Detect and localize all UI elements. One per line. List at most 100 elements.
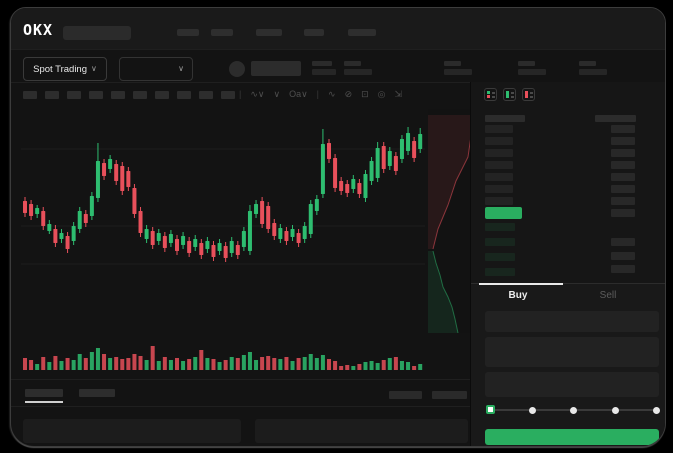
candlestick-chart[interactable] xyxy=(21,109,425,333)
tab-sell[interactable]: Sell xyxy=(599,290,617,301)
ask-row-placeholder[interactable] xyxy=(485,125,513,133)
icon-line xyxy=(530,96,533,98)
stat-value-placeholder xyxy=(344,69,372,75)
pair-dropdown[interactable]: ∨ xyxy=(119,57,193,81)
orders-filter-placeholder[interactable] xyxy=(389,391,422,399)
icon-mark xyxy=(525,91,528,98)
divider: | xyxy=(239,89,242,99)
orders-tab-placeholder[interactable] xyxy=(25,389,63,397)
bid-size-placeholder xyxy=(611,238,635,246)
market-type-label: Spot Trading xyxy=(33,63,87,75)
candle-style-icon[interactable]: ∿∨ xyxy=(250,88,265,99)
nav-item-placeholder[interactable] xyxy=(177,29,199,36)
ask-row-placeholder[interactable] xyxy=(485,149,513,157)
bid-row-placeholder[interactable] xyxy=(485,238,515,246)
slider-stop[interactable] xyxy=(570,407,577,414)
stat-value-placeholder xyxy=(579,69,607,75)
timeframe-button-placeholder[interactable] xyxy=(133,91,147,99)
order-price-input[interactable] xyxy=(485,311,659,332)
settings-icon[interactable]: ◎ xyxy=(377,88,386,99)
marketbar-divider xyxy=(11,82,665,83)
orderbook-header-placeholder xyxy=(595,115,636,122)
bid-row-placeholder[interactable] xyxy=(485,253,515,261)
icon-mark xyxy=(506,91,509,98)
bottom-divider xyxy=(11,406,470,407)
indicator-wave-icon[interactable]: ∿ xyxy=(328,88,336,99)
ask-size-placeholder xyxy=(611,197,635,205)
stat-value-placeholder xyxy=(518,69,546,75)
nav-item-placeholder[interactable] xyxy=(256,29,282,36)
orderbook-header-placeholder xyxy=(485,115,525,122)
panel-divider xyxy=(470,82,471,446)
overlay-dropdown-icon[interactable]: Oa∨ xyxy=(289,88,308,99)
ask-row-placeholder[interactable] xyxy=(485,137,513,145)
fullscreen-icon[interactable]: ⇲ xyxy=(394,88,403,99)
timeframe-button-placeholder[interactable] xyxy=(45,91,59,99)
ask-row-placeholder[interactable] xyxy=(485,173,513,181)
timeframe-button-placeholder[interactable] xyxy=(67,91,81,99)
ask-row-placeholder[interactable] xyxy=(485,197,513,205)
timeframe-button-placeholder[interactable] xyxy=(221,91,235,99)
bid-row-placeholder[interactable] xyxy=(485,223,515,231)
stat-label-placeholder xyxy=(518,61,535,66)
ask-size-placeholder xyxy=(611,185,635,193)
ask-size-placeholder xyxy=(611,149,635,157)
nav-item-placeholder[interactable] xyxy=(304,29,324,36)
order-total-input[interactable] xyxy=(485,372,659,397)
order-amount-input[interactable] xyxy=(485,337,659,367)
icon-line xyxy=(492,96,495,98)
icon-line xyxy=(511,92,514,94)
icon-line xyxy=(492,92,495,94)
timeframe-button-placeholder[interactable] xyxy=(111,91,125,99)
icon-line xyxy=(511,96,514,98)
timeframe-button-placeholder[interactable] xyxy=(177,91,191,99)
orders-table-placeholder xyxy=(23,419,241,443)
orders-table-placeholder xyxy=(255,419,468,443)
tab-buy[interactable]: Buy xyxy=(508,290,528,301)
draw-tools-icon[interactable]: ⊘ xyxy=(344,88,353,99)
slider-stop[interactable] xyxy=(653,407,660,414)
bid-size-placeholder xyxy=(611,209,635,217)
timeframe-button-placeholder[interactable] xyxy=(199,91,213,99)
nav-item-placeholder[interactable] xyxy=(211,29,233,36)
chevron-down-icon: ∨ xyxy=(91,64,97,73)
slider-stop[interactable] xyxy=(529,407,536,414)
book-bids-icon[interactable] xyxy=(503,88,516,101)
buy-submit-button[interactable] xyxy=(485,429,659,445)
volume-bars xyxy=(23,346,423,370)
market-type-dropdown[interactable]: Spot Trading ∨ xyxy=(23,57,107,81)
stat-label-placeholder xyxy=(344,61,361,66)
ask-row-placeholder[interactable] xyxy=(485,161,513,169)
book-asks-icon[interactable] xyxy=(522,88,535,101)
icon-mark xyxy=(487,91,490,94)
stat-label-placeholder xyxy=(579,61,596,66)
stat-label-placeholder xyxy=(312,61,332,66)
okx-logo: OKX xyxy=(23,21,54,39)
app-window: OKX Spot Trading ∨ ∨ | ∿∨ ∨ Oa∨ | ∿ ⊘ ⊡ ◎ ⇲ Buy S… xyxy=(10,7,666,447)
timeframe-button-placeholder[interactable] xyxy=(89,91,103,99)
orders-tab-placeholder[interactable] xyxy=(79,389,115,397)
slider-handle[interactable] xyxy=(486,405,495,414)
orders-filter-placeholder[interactable] xyxy=(432,391,467,399)
divider: | xyxy=(316,89,320,99)
book-all-icon[interactable] xyxy=(484,88,497,101)
order-tabs xyxy=(471,283,665,310)
timeframe-button-placeholder[interactable] xyxy=(155,91,169,99)
bottom-divider-top xyxy=(11,379,470,380)
stat-value-placeholder xyxy=(312,69,336,75)
interval-chevron-icon[interactable]: ∨ xyxy=(273,88,281,99)
bid-row-placeholder[interactable] xyxy=(485,268,515,276)
timeframe-button-placeholder[interactable] xyxy=(23,91,37,99)
ask-size-placeholder xyxy=(611,125,635,133)
topbar-divider xyxy=(11,49,665,50)
icon-line xyxy=(530,92,533,94)
active-tab-indicator xyxy=(479,283,563,285)
slider-stop[interactable] xyxy=(612,407,619,414)
nav-item-placeholder[interactable] xyxy=(348,29,376,36)
last-price-block[interactable] xyxy=(485,207,522,219)
bid-size-placeholder xyxy=(611,265,635,273)
ask-row-placeholder[interactable] xyxy=(485,185,513,193)
snapshot-icon[interactable]: ⊡ xyxy=(361,88,369,99)
search-input[interactable] xyxy=(63,26,131,40)
orders-tab-underline xyxy=(25,401,63,403)
